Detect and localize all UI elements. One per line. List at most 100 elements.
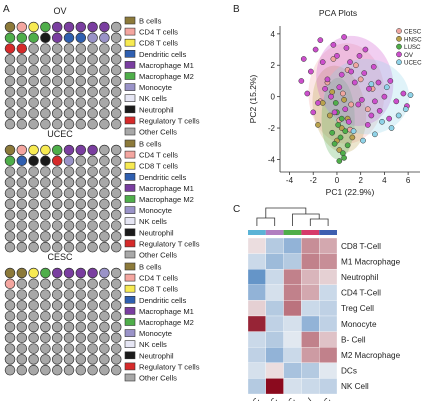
- waffle-dot: [28, 209, 39, 221]
- heatmap-cell: [265, 331, 284, 348]
- legend-swatch: [124, 262, 136, 271]
- pca-point: [388, 125, 395, 131]
- waffle-dot: [16, 241, 28, 253]
- waffle-dot: [110, 43, 122, 54]
- waffle-dot: [16, 220, 28, 231]
- legend-label: Monocyte: [139, 83, 172, 92]
- x-tick-label: 6: [406, 176, 411, 185]
- heatmap-column-label: CESC: [242, 396, 261, 401]
- waffle-dot: [51, 32, 63, 44]
- pca-point: [312, 46, 319, 53]
- waffle-dot: [63, 310, 75, 322]
- legend-label: Macrophage M1: [139, 184, 194, 193]
- legend-swatch: [124, 351, 136, 360]
- waffle-dot: [87, 86, 98, 98]
- heatmap-cell: [265, 300, 284, 317]
- waffle-dot: [4, 86, 16, 98]
- waffle-dot: [110, 75, 122, 87]
- waffle-dot: [110, 278, 122, 290]
- legend-swatch: [124, 250, 136, 259]
- waffle-dot: [51, 278, 63, 290]
- waffle-dot: [87, 209, 98, 221]
- pca-point: [393, 98, 400, 105]
- legend-label: Neutrophil: [139, 228, 174, 237]
- legend-swatch: [124, 105, 136, 114]
- pca-point: [317, 37, 324, 43]
- pca-legend-marker: [396, 51, 402, 58]
- heatmap-cell: [265, 347, 284, 363]
- waffle-dot: [51, 289, 63, 300]
- waffle-dot: [110, 231, 122, 242]
- heatmap-row-label: CD8 T-Cell: [341, 242, 381, 251]
- heatmap-column-label: UCEC: [313, 396, 332, 401]
- waffle-dot: [63, 86, 75, 98]
- legend-label: Neutrophil: [139, 351, 174, 360]
- waffle-dot: [40, 321, 51, 333]
- heatmap-cell: [265, 253, 284, 270]
- waffle-dot: [40, 289, 51, 300]
- waffle-dot: [87, 155, 98, 167]
- pca-point: [298, 78, 305, 84]
- waffle-dot: [63, 332, 75, 344]
- legend-label: CD8 T cells: [139, 39, 178, 48]
- pca-point: [340, 150, 346, 157]
- waffle-dot: [99, 300, 110, 311]
- waffle-panel: OV B cells CD4 T cells CD8 T cells Dendritic…: [4, 6, 200, 383]
- waffle-dot: [28, 43, 39, 54]
- waffle-dot: [110, 220, 122, 231]
- heatmap-cell: [301, 284, 320, 301]
- waffle-dot: [51, 118, 63, 130]
- pca-point: [372, 98, 378, 105]
- waffle-dot: [63, 177, 75, 188]
- pca-point: [330, 41, 337, 48]
- pca-point: [345, 118, 352, 125]
- legend-swatch: [124, 72, 136, 80]
- waffle-dot: [4, 64, 16, 76]
- waffle-dot: [4, 332, 16, 344]
- heatmap-cell: [283, 269, 302, 285]
- pca-legend-label: OV: [404, 52, 414, 59]
- heatmap-cell: [283, 253, 302, 270]
- pca-point: [361, 70, 368, 76]
- pca-point: [383, 84, 390, 91]
- waffle-dot: [110, 332, 122, 344]
- waffle-dot: [99, 118, 110, 130]
- pca-point: [328, 93, 334, 100]
- pca-point: [310, 109, 317, 116]
- waffle-dot: [75, 354, 87, 365]
- heatmap-cell: [319, 253, 338, 270]
- y-axis-label: PC2 (15.2%): [248, 75, 258, 124]
- heatmap-cell: [265, 237, 284, 254]
- waffle-dot: [51, 177, 63, 188]
- heatmap-row-label: CD4 T-Cell: [341, 289, 381, 298]
- legend-swatch: [124, 83, 136, 91]
- waffle-dot: [87, 343, 98, 354]
- waffle-dot: [28, 118, 39, 130]
- waffle-dot: [28, 364, 39, 376]
- legend-swatch: [124, 150, 136, 159]
- legend-label: NK cells: [139, 94, 167, 103]
- waffle-dot: [51, 241, 63, 253]
- pca-point: [360, 137, 366, 144]
- heatmap-cell: [301, 237, 320, 254]
- waffle-dot: [40, 108, 51, 119]
- waffle-dot: [99, 86, 110, 98]
- pca-point: [334, 52, 340, 59]
- waffle-dot: [4, 310, 16, 322]
- waffle-dot: [87, 198, 98, 210]
- waffle-dot: [16, 75, 28, 87]
- waffle-dot: [87, 64, 98, 76]
- waffle-dot: [87, 289, 98, 300]
- column-annotation: [248, 230, 266, 235]
- waffle-dot: [28, 198, 39, 210]
- pca-point: [343, 45, 350, 51]
- legend-swatch: [124, 173, 136, 181]
- pca-point: [341, 34, 347, 40]
- pca-point: [350, 128, 357, 135]
- y-tick-label: -4: [268, 155, 276, 164]
- waffle-dot: [40, 97, 51, 108]
- legend-label: Neutrophil: [139, 105, 174, 114]
- panel-label-a: A: [3, 4, 10, 15]
- waffle-dot: [40, 155, 51, 167]
